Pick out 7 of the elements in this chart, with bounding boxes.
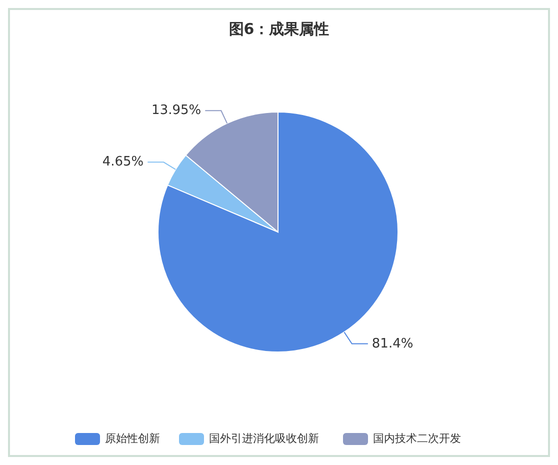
- legend-label: 国外引进消化吸收创新: [209, 432, 319, 446]
- legend-label: 国内技术二次开发: [373, 432, 461, 446]
- data-label: 13.95%: [152, 103, 202, 118]
- chart-title: 图6：成果属性: [228, 20, 330, 38]
- data-label: 81.4%: [372, 336, 414, 352]
- data-label: 4.65%: [102, 154, 144, 170]
- legend-label: 原始性创新: [105, 432, 160, 446]
